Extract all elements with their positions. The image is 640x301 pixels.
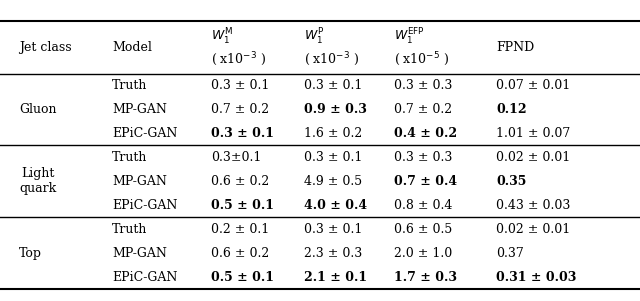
Text: 0.6 ± 0.2: 0.6 ± 0.2 xyxy=(211,175,269,188)
Text: 0.8 ± 0.4: 0.8 ± 0.4 xyxy=(394,199,452,212)
Text: 0.02 ± 0.01: 0.02 ± 0.01 xyxy=(496,151,570,164)
Text: 0.07 ± 0.01: 0.07 ± 0.01 xyxy=(496,79,570,92)
Text: 0.3 ± 0.1: 0.3 ± 0.1 xyxy=(304,223,362,236)
Text: 0.3 ± 0.1: 0.3 ± 0.1 xyxy=(211,127,274,140)
Text: 2.1 ± 0.1: 2.1 ± 0.1 xyxy=(304,271,367,284)
Text: 0.3 ± 0.1: 0.3 ± 0.1 xyxy=(304,79,362,92)
Text: 2.0 ± 1.0: 2.0 ± 1.0 xyxy=(394,247,452,259)
Text: 0.3 ± 0.1: 0.3 ± 0.1 xyxy=(304,151,362,164)
Text: 0.5 ± 0.1: 0.5 ± 0.1 xyxy=(211,199,274,212)
Text: EPiC-GAN: EPiC-GAN xyxy=(112,199,177,212)
Text: 4.9 ± 0.5: 4.9 ± 0.5 xyxy=(304,175,362,188)
Text: 0.7 ± 0.2: 0.7 ± 0.2 xyxy=(211,103,269,116)
Text: EPiC-GAN: EPiC-GAN xyxy=(112,271,177,284)
Text: 4.0 ± 0.4: 4.0 ± 0.4 xyxy=(304,199,367,212)
Text: 0.3 ± 0.3: 0.3 ± 0.3 xyxy=(394,151,452,164)
Text: Jet class: Jet class xyxy=(19,41,72,54)
Text: 0.43 ± 0.03: 0.43 ± 0.03 xyxy=(496,199,570,212)
Text: 0.6 ± 0.2: 0.6 ± 0.2 xyxy=(211,247,269,259)
Text: 0.37: 0.37 xyxy=(496,247,524,259)
Text: 0.35: 0.35 xyxy=(496,175,526,188)
Text: EPiC-GAN: EPiC-GAN xyxy=(112,127,177,140)
Text: 0.3±0.1: 0.3±0.1 xyxy=(211,151,262,164)
Text: 0.12: 0.12 xyxy=(496,103,527,116)
Text: 0.7 ± 0.2: 0.7 ± 0.2 xyxy=(394,103,452,116)
Text: 0.2 ± 0.1: 0.2 ± 0.1 xyxy=(211,223,269,236)
Text: $W_1^{\mathrm{EFP}}$
( x10$^{-5}$ ): $W_1^{\mathrm{EFP}}$ ( x10$^{-5}$ ) xyxy=(394,27,449,67)
Text: 0.02 ± 0.01: 0.02 ± 0.01 xyxy=(496,223,570,236)
Text: $W_1^{\mathrm{P}}$
( x10$^{-3}$ ): $W_1^{\mathrm{P}}$ ( x10$^{-3}$ ) xyxy=(304,27,359,67)
Text: Truth: Truth xyxy=(112,223,147,236)
Text: 0.5 ± 0.1: 0.5 ± 0.1 xyxy=(211,271,274,284)
Text: $W_1^{\mathrm{M}}$
( x10$^{-3}$ ): $W_1^{\mathrm{M}}$ ( x10$^{-3}$ ) xyxy=(211,27,266,67)
Text: 0.6 ± 0.5: 0.6 ± 0.5 xyxy=(394,223,452,236)
Text: Top: Top xyxy=(19,247,42,259)
Text: Gluon: Gluon xyxy=(19,103,57,116)
Text: 1.01 ± 0.07: 1.01 ± 0.07 xyxy=(496,127,570,140)
Text: 2.3 ± 0.3: 2.3 ± 0.3 xyxy=(304,247,362,259)
Text: 0.31 ± 0.03: 0.31 ± 0.03 xyxy=(496,271,577,284)
Text: 0.3 ± 0.1: 0.3 ± 0.1 xyxy=(211,79,269,92)
Text: 0.7 ± 0.4: 0.7 ± 0.4 xyxy=(394,175,457,188)
Text: MP-GAN: MP-GAN xyxy=(112,247,167,259)
Text: 1.7 ± 0.3: 1.7 ± 0.3 xyxy=(394,271,456,284)
Text: Light
quark: Light quark xyxy=(19,167,56,195)
Text: 1.6 ± 0.2: 1.6 ± 0.2 xyxy=(304,127,362,140)
Text: 0.3 ± 0.3: 0.3 ± 0.3 xyxy=(394,79,452,92)
Text: 0.9 ± 0.3: 0.9 ± 0.3 xyxy=(304,103,367,116)
Text: FPND: FPND xyxy=(496,41,534,54)
Text: Truth: Truth xyxy=(112,151,147,164)
Text: Truth: Truth xyxy=(112,79,147,92)
Text: 0.4 ± 0.2: 0.4 ± 0.2 xyxy=(394,127,457,140)
Text: MP-GAN: MP-GAN xyxy=(112,175,167,188)
Text: Model: Model xyxy=(112,41,152,54)
Text: MP-GAN: MP-GAN xyxy=(112,103,167,116)
